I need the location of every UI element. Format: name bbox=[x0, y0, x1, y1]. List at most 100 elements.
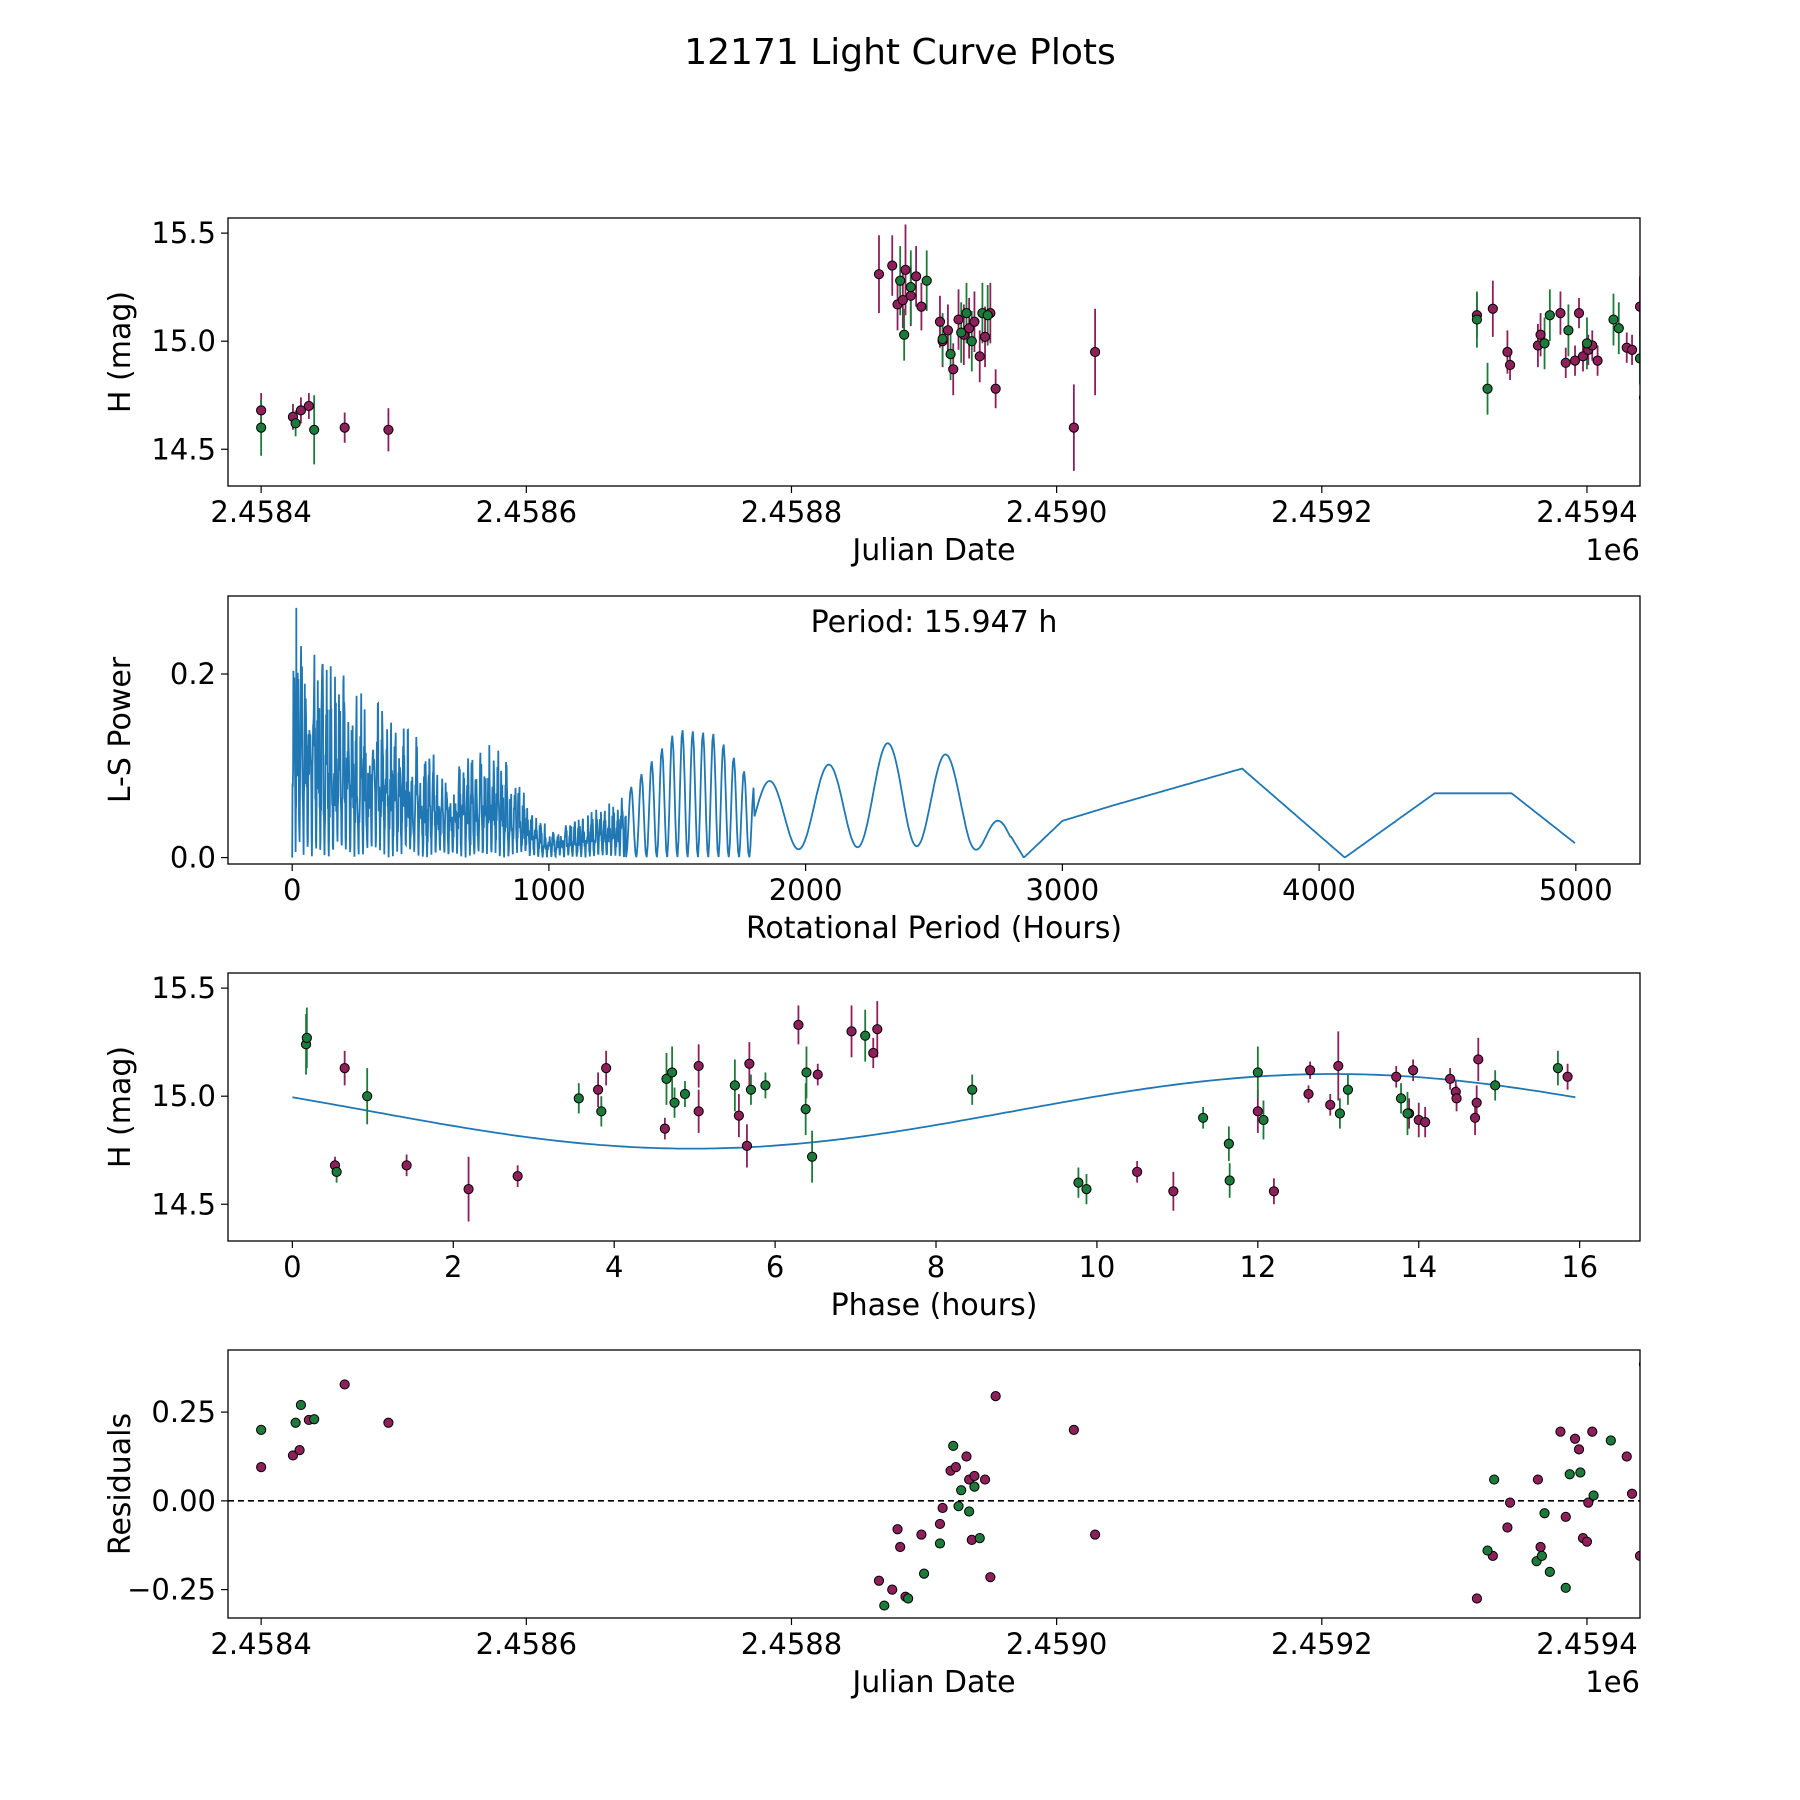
data-point-purple bbox=[1471, 1097, 1482, 1108]
data-point-purple bbox=[1577, 351, 1589, 362]
data-point-green bbox=[1605, 1435, 1616, 1446]
data-point-purple bbox=[1626, 344, 1638, 355]
data-point-green bbox=[1402, 1108, 1413, 1119]
data-point-green bbox=[860, 1030, 871, 1041]
data-point-green bbox=[1081, 1184, 1092, 1195]
data-point-green bbox=[921, 275, 932, 286]
x-tick-label-phase: 4 bbox=[605, 1250, 623, 1284]
data-point-purple bbox=[1333, 1060, 1344, 1072]
data-point-green bbox=[295, 1399, 307, 1411]
data-point-purple bbox=[1168, 1186, 1179, 1197]
data-point-purple bbox=[1132, 1166, 1143, 1177]
data-point-purple bbox=[1252, 1106, 1263, 1117]
data-point-purple bbox=[1592, 355, 1603, 366]
data-point-green bbox=[1334, 1108, 1345, 1119]
data-point-green bbox=[1564, 1469, 1575, 1480]
data-point-purple bbox=[1504, 1497, 1516, 1508]
y-tick-label-phase: 14.5 bbox=[151, 1187, 216, 1221]
data-point-green bbox=[661, 1073, 672, 1085]
data-point-green bbox=[1560, 1582, 1571, 1593]
data-point-green bbox=[982, 310, 993, 321]
data-point-purple bbox=[961, 1451, 972, 1462]
data-point-purple bbox=[990, 383, 1001, 394]
data-point-purple bbox=[916, 1529, 927, 1540]
data-point-purple bbox=[339, 1379, 350, 1390]
data-point-green bbox=[969, 1481, 980, 1492]
data-point-green bbox=[1489, 1474, 1500, 1485]
data-point-purple bbox=[1305, 1065, 1316, 1076]
data-point-purple bbox=[295, 405, 307, 416]
data-point-green bbox=[1252, 1067, 1263, 1078]
data-point-purple bbox=[592, 1084, 604, 1095]
panel-periodogram: 0 1000 2000 3000 4000 5000 0.0 0.2 Rotational Pe… bbox=[103, 595, 1641, 946]
data-point-green bbox=[669, 1097, 680, 1108]
data-point-green bbox=[309, 1414, 320, 1425]
data-point-purple bbox=[1420, 1117, 1431, 1128]
data-point-green bbox=[1544, 310, 1555, 321]
data-point-purple bbox=[744, 1058, 755, 1069]
data-point-purple bbox=[900, 264, 911, 275]
data-point-purple bbox=[256, 405, 267, 416]
x-tick-label-residuals: 2.4586 bbox=[476, 1627, 577, 1661]
data-point-green bbox=[937, 333, 948, 345]
data-point-green bbox=[1482, 1545, 1493, 1556]
data-point-purple bbox=[303, 400, 314, 412]
data-point-green bbox=[801, 1067, 812, 1078]
data-point-purple bbox=[895, 1541, 906, 1553]
data-point-purple bbox=[1573, 1444, 1585, 1455]
data-point-purple bbox=[659, 1123, 670, 1134]
x-axis-label-raw: Julian Date bbox=[850, 533, 1015, 568]
data-point-green bbox=[903, 1593, 914, 1604]
data-point-purple bbox=[872, 1024, 883, 1035]
axes-frame-residuals bbox=[227, 1349, 1641, 1619]
y-tick-label-residuals: 0.00 bbox=[151, 1484, 216, 1518]
data-point-purple bbox=[953, 314, 964, 325]
x-offset-label-raw: 1e6 bbox=[1585, 533, 1640, 567]
x-axis-label-residuals: Julian Date bbox=[850, 1665, 1015, 1700]
data-point-purple bbox=[1502, 346, 1513, 358]
data-point-green bbox=[745, 1084, 757, 1095]
data-point-green bbox=[918, 1568, 930, 1579]
y-axis-label-periodogram: L-S Power bbox=[103, 656, 138, 803]
data-point-green bbox=[309, 424, 320, 435]
data-point-green bbox=[1490, 1080, 1501, 1091]
data-point-purple bbox=[868, 1047, 879, 1059]
x-tick-label-periodogram: 0 bbox=[283, 873, 301, 907]
x-tick-label-raw: 2.4586 bbox=[476, 495, 577, 529]
data-point-green bbox=[1581, 338, 1593, 349]
data-point-purple bbox=[1535, 1541, 1546, 1553]
x-tick-label-phase: 14 bbox=[1400, 1250, 1437, 1284]
data-point-purple bbox=[897, 295, 908, 306]
data-point-purple bbox=[1471, 1593, 1483, 1604]
data-point-purple bbox=[1504, 359, 1516, 371]
x-tick-label-periodogram: 1000 bbox=[512, 873, 586, 907]
y-axis-label-phase: H (mag) bbox=[103, 1046, 138, 1168]
data-point-purple bbox=[1626, 1488, 1638, 1499]
data-point-green bbox=[1482, 383, 1493, 394]
data-point-green bbox=[934, 1538, 946, 1549]
data-point-green bbox=[974, 1533, 985, 1544]
x-tick-label-periodogram: 5000 bbox=[1539, 873, 1613, 907]
x-tick-label-periodogram: 4000 bbox=[1282, 873, 1356, 907]
data-point-purple bbox=[873, 1575, 885, 1586]
data-point-purple bbox=[905, 290, 916, 301]
y-tick-label-residuals: 0.25 bbox=[151, 1395, 216, 1429]
data-point-purple bbox=[887, 260, 898, 271]
x-tick-label-phase: 16 bbox=[1561, 1250, 1598, 1284]
data-point-green bbox=[256, 422, 267, 433]
data-point-green bbox=[1613, 323, 1624, 334]
sinusoid-fit-line bbox=[292, 1073, 1576, 1150]
data-point-purple bbox=[873, 269, 885, 280]
data-point-purple bbox=[1569, 1433, 1581, 1444]
period-annotation: Period: 15.947 h bbox=[811, 605, 1058, 640]
data-point-green bbox=[800, 1104, 811, 1115]
data-point-purple bbox=[1068, 422, 1079, 433]
x-axis-label-periodogram: Rotational Period (Hours) bbox=[746, 911, 1122, 946]
axes-frame-periodogram bbox=[227, 595, 1641, 865]
data-point-purple bbox=[1581, 1536, 1593, 1547]
axes-frame-phase bbox=[227, 972, 1641, 1242]
data-point-purple bbox=[950, 1462, 961, 1473]
x-tick-label-residuals: 2.4584 bbox=[210, 1627, 311, 1661]
data-point-green bbox=[667, 1067, 678, 1078]
data-point-green bbox=[1539, 338, 1550, 349]
